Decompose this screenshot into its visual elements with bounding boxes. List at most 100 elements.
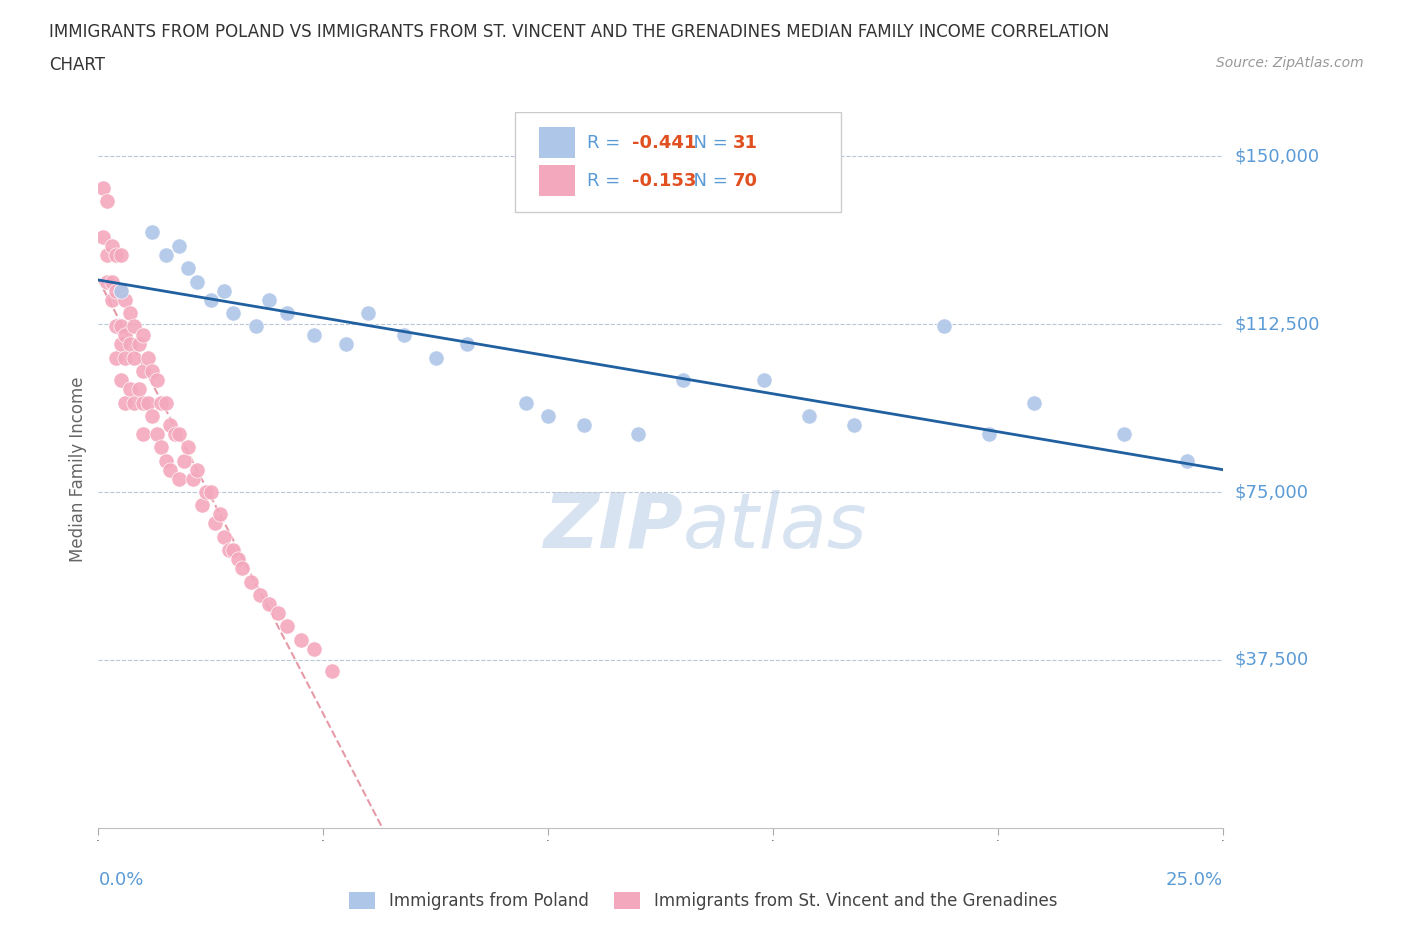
Point [169,472,191,486]
Text: 31: 31 [733,134,758,152]
Text: 25.0%: 25.0% [1166,870,1223,889]
Text: 0.0%: 0.0% [98,870,143,889]
Point [335,337,357,352]
Point [195,485,218,499]
Point [191,498,214,512]
Point [132,364,155,379]
Point [118,306,141,321]
Text: $112,500: $112,500 [1234,315,1320,333]
Point [574,418,596,432]
Text: $75,000: $75,000 [1234,483,1309,501]
Point [456,337,478,352]
Point [155,247,177,262]
Point [267,605,290,620]
Point [91,180,114,195]
Point [181,472,204,486]
Point [96,274,118,289]
Point [132,395,155,410]
Point [934,319,956,334]
Point [110,337,132,352]
Text: $150,000: $150,000 [1234,147,1319,166]
Text: $37,500: $37,500 [1234,651,1309,669]
Point [128,337,150,352]
Point [321,664,343,679]
Point [515,395,537,410]
Point [146,373,169,388]
Point [159,462,181,477]
Point [118,381,141,396]
Point [146,426,169,441]
Point [128,381,150,396]
Point [1114,426,1136,441]
Point [276,618,298,633]
Point [110,283,132,298]
Text: R =: R = [586,134,626,152]
Point [163,426,186,441]
Point [754,373,776,388]
Point [150,395,173,410]
Point [114,351,136,365]
FancyBboxPatch shape [540,166,575,196]
Text: CHART: CHART [49,56,105,73]
Point [357,306,380,321]
Text: atlas: atlas [683,490,868,564]
Point [141,408,163,423]
Point [200,485,222,499]
Point [155,453,177,468]
Point [186,462,208,477]
Point [979,426,1001,441]
Point [105,247,128,262]
Point [105,319,128,334]
Point [110,283,132,298]
Point [155,395,177,410]
Point [118,337,141,352]
Point [304,642,326,657]
Point [186,274,208,289]
Point [124,351,146,365]
Point [226,551,249,566]
Point [101,238,124,253]
Point [159,418,181,432]
Point [177,260,200,275]
Text: 70: 70 [733,172,758,190]
Point [259,292,281,307]
FancyBboxPatch shape [540,127,575,158]
Point [141,364,163,379]
Point [105,351,128,365]
Point [259,596,281,611]
Point [1024,395,1046,410]
Point [96,247,118,262]
Point [124,395,146,410]
Point [627,426,650,441]
Point [218,543,240,558]
Point [799,408,821,423]
Point [101,274,124,289]
Point [537,408,560,423]
Text: N =: N = [682,134,734,152]
Point [240,574,263,589]
Point [169,238,191,253]
Point [208,507,231,522]
Point [105,283,128,298]
Point [132,426,155,441]
Point [101,292,124,307]
Text: R =: R = [586,172,626,190]
Point [394,328,416,343]
Point [276,306,298,321]
Text: ZIP: ZIP [544,490,683,564]
Point [141,225,163,240]
Point [222,306,245,321]
Point [231,561,253,576]
Text: Source: ZipAtlas.com: Source: ZipAtlas.com [1216,56,1364,70]
Point [204,516,226,531]
Point [304,328,326,343]
Point [96,193,118,208]
Point [214,283,236,298]
Text: -0.153: -0.153 [631,172,696,190]
Y-axis label: Median Family Income: Median Family Income [69,377,87,563]
Point [114,395,136,410]
Text: IMMIGRANTS FROM POLAND VS IMMIGRANTS FROM ST. VINCENT AND THE GRENADINES MEDIAN : IMMIGRANTS FROM POLAND VS IMMIGRANTS FRO… [49,23,1109,41]
FancyBboxPatch shape [515,112,841,212]
Point [425,351,447,365]
Text: N =: N = [682,172,734,190]
